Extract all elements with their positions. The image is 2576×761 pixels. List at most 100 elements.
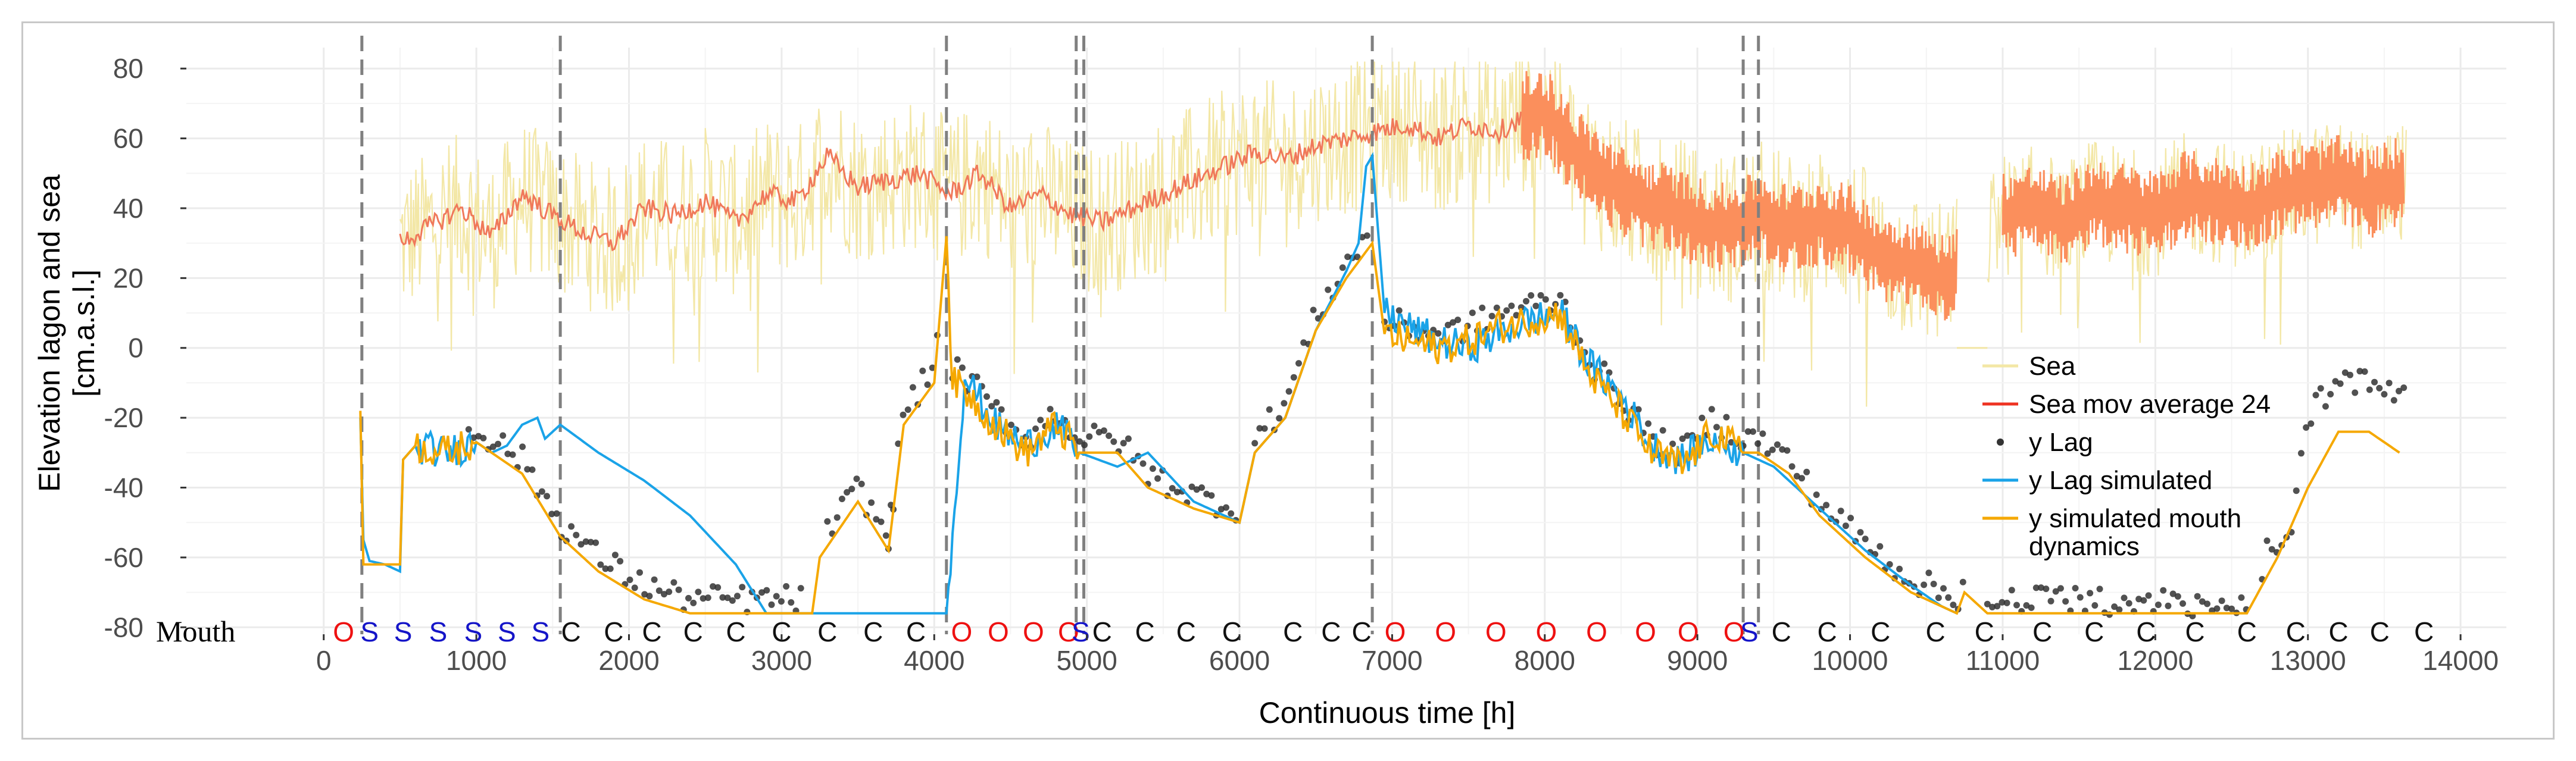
y-lag-point: [1784, 447, 1791, 454]
y-lag-point: [1708, 406, 1715, 413]
mouth-state-S: S: [1072, 616, 1090, 647]
y-lag-point: [607, 565, 614, 572]
y-lag-point: [929, 364, 936, 371]
y-lag-point: [2352, 389, 2359, 396]
mouth-state-C: C: [2237, 616, 2257, 647]
y-lag-point: [646, 593, 653, 600]
x-tick-label: 2000: [598, 645, 659, 676]
y-lag-point: [1896, 565, 1903, 572]
y-lag-point: [2366, 386, 2373, 393]
y-lag-point: [1106, 432, 1113, 439]
y-lag-point: [529, 466, 536, 473]
y-lag-point: [729, 597, 736, 604]
y-lag-point: [1813, 491, 1820, 498]
y-lag-point: [853, 475, 860, 483]
y-lag-point: [636, 569, 643, 576]
y-lag-point: [504, 450, 511, 458]
y-lag-point: [2381, 391, 2388, 398]
y-lag-point: [1857, 529, 1864, 536]
x-tick-label: 3000: [751, 645, 812, 676]
y-lag-point: [858, 480, 865, 487]
y-lag-point: [1876, 543, 1884, 550]
y-lag-point: [1532, 302, 1540, 309]
y-lag-point: [1950, 602, 1957, 609]
y-lag-point: [983, 393, 990, 400]
y-lag-point: [1601, 360, 1608, 367]
y-lag-point: [651, 576, 658, 583]
mouth-row-label: Mouth: [156, 615, 235, 648]
y-lag-point: [2023, 602, 2030, 609]
y-lag-point: [1744, 428, 1751, 435]
mouth-state-C: C: [1321, 616, 1341, 647]
y-lag-point: [1276, 415, 1283, 422]
y-lag-point: [2121, 594, 2128, 602]
y-lag-point: [988, 403, 995, 410]
sea-mov-average-dense-line: [2002, 135, 2405, 263]
sea-line: [399, 60, 1958, 407]
y-lag-point: [2087, 590, 2094, 597]
y-lag-point: [2361, 368, 2368, 375]
y-lag-point: [1139, 460, 1147, 467]
mouth-state-O: O: [333, 616, 354, 647]
y-lag-point: [2371, 378, 2378, 386]
y-lag-point: [1281, 400, 1288, 407]
y-lag-point: [1110, 438, 1117, 445]
y-lag-point: [1528, 292, 1535, 299]
y-lag-point: [1769, 446, 1776, 453]
y-lag-point: [2317, 385, 2324, 392]
figure-frame: [21, 21, 2555, 740]
y-simulated-mouth-line: [359, 236, 2400, 615]
y-lag-point: [1774, 441, 1781, 448]
y-lag-point: [1750, 428, 1756, 435]
y-axis-units: [cm.a.s.l.]: [67, 270, 101, 397]
y-lag-point: [1659, 427, 1666, 434]
y-lag-point: [1557, 292, 1564, 299]
y-lag-point: [655, 587, 663, 594]
y-lag-point: [1169, 485, 1176, 492]
y-lag-point: [2160, 587, 2167, 594]
mouth-state-C: C: [1176, 616, 1196, 647]
y-lag-point: [1645, 420, 1652, 427]
x-tick-label: 13000: [2270, 645, 2346, 676]
y-lag-point: [544, 493, 551, 500]
legend-label: y simulated mouth: [2029, 504, 2241, 533]
y-lag-point: [548, 511, 555, 518]
y-lag-point: [1862, 535, 1869, 543]
y-lag-point: [1921, 581, 1928, 588]
y-lag-point: [1149, 465, 1156, 472]
y-lag-point: [1173, 488, 1181, 496]
y-lag-point: [783, 583, 790, 590]
mouth-state-C: C: [642, 616, 661, 647]
y-lag-point: [670, 579, 677, 586]
y-lag-point: [553, 510, 560, 517]
mouth-state-O: O: [1678, 616, 1699, 647]
mouth-state-C: C: [2414, 616, 2434, 647]
y-lag-point: [1295, 360, 1302, 367]
y-lag-point: [573, 531, 580, 538]
legend-label: y Lag simulated: [2029, 466, 2212, 495]
y-lag-point: [2043, 585, 2050, 593]
mouth-state-C: C: [772, 616, 791, 647]
y-lag-point: [758, 589, 766, 596]
y-lag-point: [904, 406, 911, 413]
x-tick-label: 1000: [446, 645, 507, 676]
y-tick-label: -20: [104, 402, 143, 433]
y-lag-point: [2062, 598, 2069, 605]
y-lag-point: [2204, 600, 2210, 607]
y-lag-point: [1503, 307, 1510, 314]
x-tick-label: 4000: [904, 645, 964, 676]
y-lag-point: [919, 367, 926, 374]
mouth-state-C: C: [2370, 616, 2390, 647]
y-lag-point: [1188, 483, 1195, 490]
y-lag-point: [1395, 307, 1403, 314]
mouth-state-C: C: [683, 616, 703, 647]
y-lag-point: [1198, 484, 1205, 491]
y-lag-point: [2337, 380, 2344, 387]
y-lag-point: [524, 466, 531, 473]
y-lag-point: [2297, 450, 2305, 457]
y-lag-point: [1803, 468, 1810, 475]
y-lag-point: [2308, 420, 2315, 427]
y-lag-point: [2356, 368, 2363, 375]
mouth-state-O: O: [1435, 616, 1456, 647]
y-lag-point: [714, 584, 722, 591]
